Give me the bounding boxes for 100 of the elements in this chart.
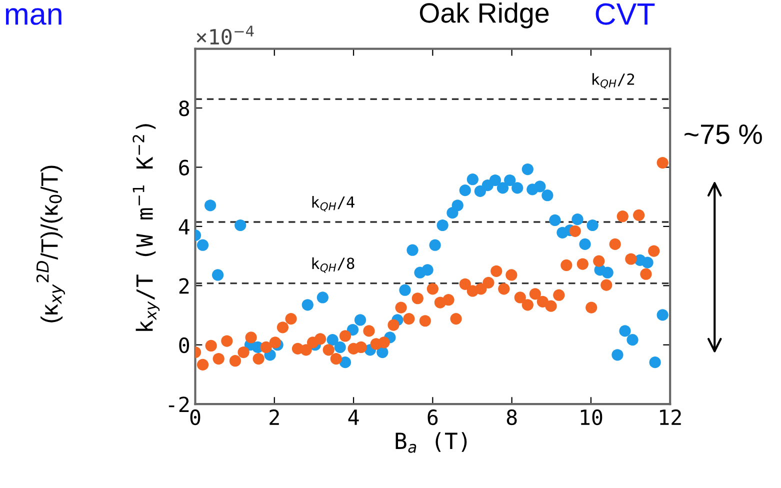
point bbox=[656, 309, 668, 321]
point bbox=[489, 174, 502, 186]
point bbox=[640, 268, 652, 280]
point bbox=[326, 334, 338, 346]
point bbox=[426, 283, 438, 295]
point bbox=[276, 322, 289, 334]
point bbox=[452, 200, 464, 212]
point bbox=[475, 283, 487, 295]
point bbox=[466, 174, 478, 186]
point bbox=[322, 344, 334, 356]
point bbox=[196, 239, 209, 251]
ref-line-label: k$_{QH}$/8 bbox=[312, 257, 354, 273]
text: man bbox=[6, 8, 62, 25]
x-tick-label: 8 bbox=[506, 409, 517, 426]
point bbox=[314, 333, 326, 345]
point bbox=[459, 278, 471, 290]
point bbox=[616, 210, 628, 222]
point bbox=[586, 219, 598, 232]
point bbox=[459, 184, 471, 196]
point bbox=[429, 239, 441, 251]
point bbox=[482, 276, 494, 288]
point bbox=[339, 356, 352, 368]
point bbox=[395, 302, 407, 314]
point bbox=[330, 352, 342, 365]
point bbox=[229, 355, 242, 367]
y-axis-title: k$_{xy}$/T (W m$^{−1}$ K$^{−2}$) bbox=[132, 124, 160, 331]
point bbox=[602, 266, 614, 278]
point bbox=[633, 209, 645, 221]
point bbox=[403, 312, 415, 325]
point bbox=[579, 238, 591, 250]
y-tick-label: -2 bbox=[168, 396, 189, 412]
x-tick-label: 2 bbox=[270, 409, 279, 425]
point bbox=[514, 292, 526, 304]
point bbox=[196, 358, 209, 370]
point bbox=[498, 283, 510, 295]
point bbox=[649, 356, 661, 368]
point bbox=[442, 294, 454, 306]
y-tick-label: 4 bbox=[178, 219, 190, 234]
x-tick-label: 12 bbox=[660, 409, 681, 425]
point bbox=[612, 349, 624, 361]
point bbox=[572, 214, 584, 226]
point bbox=[506, 269, 518, 281]
point bbox=[626, 334, 638, 346]
point bbox=[363, 325, 375, 337]
point bbox=[593, 255, 605, 267]
point bbox=[422, 264, 434, 276]
y-tick-label: 6 bbox=[179, 160, 190, 176]
y-tick-label: 8 bbox=[179, 100, 190, 116]
point bbox=[436, 219, 448, 232]
point bbox=[269, 336, 281, 348]
point bbox=[560, 259, 572, 272]
point bbox=[245, 332, 257, 344]
x-tick-label: 0 bbox=[190, 409, 200, 426]
point bbox=[378, 336, 390, 348]
point bbox=[490, 265, 502, 277]
point bbox=[316, 292, 328, 304]
ref-line-label: k$_{QH}$/2 bbox=[592, 73, 634, 89]
x-tick-label: 10 bbox=[580, 409, 602, 426]
point bbox=[419, 315, 431, 327]
point bbox=[549, 214, 561, 226]
point bbox=[221, 335, 233, 347]
ref-line-label: k$_{QH}$/4 bbox=[312, 196, 354, 212]
point bbox=[522, 299, 534, 311]
point bbox=[388, 319, 400, 331]
point bbox=[354, 314, 366, 326]
point bbox=[576, 258, 588, 270]
point bbox=[542, 190, 554, 202]
point bbox=[334, 341, 346, 354]
point bbox=[234, 219, 246, 232]
point bbox=[355, 341, 367, 354]
text: ~75 % bbox=[684, 124, 762, 144]
point bbox=[609, 238, 621, 250]
y-tick-label: 0 bbox=[179, 337, 190, 354]
point bbox=[496, 182, 509, 194]
point bbox=[648, 245, 660, 257]
point bbox=[406, 244, 418, 256]
point bbox=[512, 182, 524, 194]
point bbox=[260, 341, 272, 354]
point bbox=[339, 330, 352, 342]
text: ×10$^{−4}$ bbox=[196, 26, 254, 45]
point bbox=[300, 344, 312, 356]
point bbox=[586, 302, 598, 314]
text: B$_{a}$ (T) bbox=[396, 432, 467, 453]
point bbox=[212, 352, 224, 365]
point bbox=[450, 312, 462, 325]
point bbox=[522, 163, 534, 176]
point bbox=[529, 288, 541, 300]
text: CVT bbox=[596, 3, 655, 25]
point bbox=[252, 352, 264, 365]
point bbox=[474, 185, 486, 198]
point bbox=[600, 279, 612, 291]
point bbox=[553, 289, 565, 301]
point bbox=[625, 253, 637, 265]
point bbox=[302, 299, 314, 311]
x-tick-label: 4 bbox=[348, 410, 359, 425]
point bbox=[212, 269, 224, 281]
y-tick-label: 2 bbox=[179, 278, 189, 294]
point bbox=[412, 292, 424, 304]
point bbox=[205, 340, 217, 352]
point bbox=[238, 346, 250, 358]
